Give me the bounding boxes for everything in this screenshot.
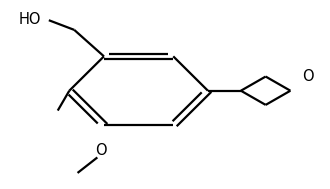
Text: HO: HO [18, 12, 41, 27]
Text: O: O [302, 69, 313, 84]
Text: O: O [95, 143, 107, 158]
